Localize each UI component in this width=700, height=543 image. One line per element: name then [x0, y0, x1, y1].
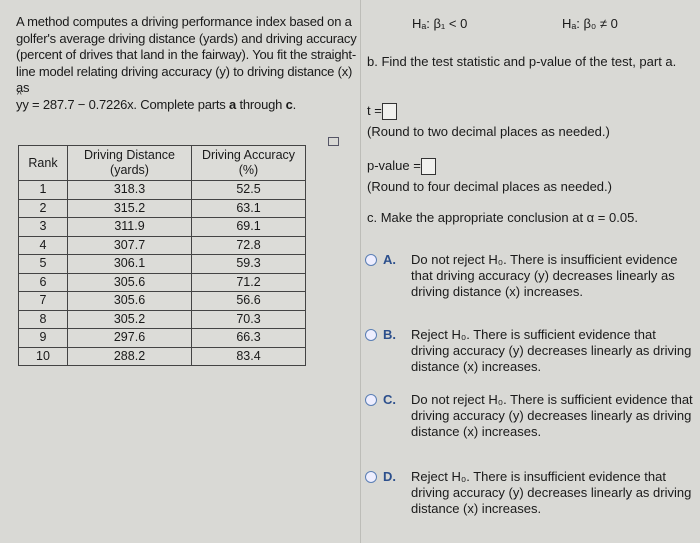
table-cell: 306.1 [67, 254, 192, 274]
table-cell: 305.2 [67, 309, 192, 329]
radio-button[interactable] [365, 394, 377, 406]
data-table: Rank Driving Distance (yards) Driving Ac… [18, 145, 306, 366]
radio-button[interactable] [365, 471, 377, 483]
table-row: 4 307.7 72.8 [18, 235, 306, 255]
table-cell: 288.2 [67, 346, 192, 366]
part-c-prompt: c. Make the appropriate conclusion at α … [367, 210, 638, 225]
table-cell: 66.3 [191, 328, 306, 348]
regression-equation: y = 287.7 − 0.7226x. Complete parts [22, 96, 230, 112]
table-row: 1 318.3 52.5 [18, 180, 306, 200]
table-cell: 305.6 [67, 272, 192, 292]
radio-button[interactable] [365, 329, 377, 341]
radio-button[interactable] [365, 254, 377, 266]
copy-table-icon[interactable] [328, 137, 339, 146]
table-cell: 70.3 [191, 309, 306, 329]
table-row: 10 288.2 83.4 [18, 346, 306, 366]
period: . [292, 96, 297, 112]
table-cell: 9 [18, 328, 68, 348]
option-letter: B. [383, 327, 396, 342]
table-cell: 1 [18, 180, 68, 200]
table-cell: 297.6 [67, 328, 192, 348]
table-cell: 83.4 [191, 346, 306, 366]
table-row: 8 305.2 70.3 [18, 309, 306, 329]
table-cell: 307.7 [67, 235, 192, 255]
table-cell: 69.1 [191, 217, 306, 237]
table-cell: 3 [18, 217, 68, 237]
table-cell: 311.9 [67, 217, 192, 237]
table-cell: 71.2 [191, 272, 306, 292]
part-a-ref: a [229, 96, 237, 112]
option-letter: D. [383, 469, 396, 484]
table-cell: 305.6 [67, 291, 192, 311]
table-cell: 318.3 [67, 180, 192, 200]
question-pane: A method computes a driving performance … [0, 0, 361, 543]
header-distance: Driving Distance (yards) [67, 145, 192, 181]
option-text: Do not reject H₀. There is insufficient … [411, 252, 678, 299]
t-input[interactable] [381, 103, 397, 121]
option-text: Do not reject H₀. There is sufficient ev… [411, 392, 693, 439]
problem-statement: A method computes a driving performance … [16, 14, 361, 113]
table-cell: 2 [18, 198, 68, 218]
intro-text: A method computes a driving performance … [16, 14, 357, 95]
option-letter: A. [383, 252, 396, 267]
table-cell: 59.3 [191, 254, 306, 274]
part-b-prompt: b. Find the test statistic and p-value o… [367, 54, 677, 69]
table-cell: 7 [18, 291, 68, 311]
t-label: t = [367, 103, 382, 118]
table-row: 3 311.9 69.1 [18, 217, 306, 237]
t-note: (Round to two decimal places as needed.) [367, 124, 610, 139]
p-label: p-value = [367, 158, 421, 173]
t-row: t = [367, 103, 397, 121]
option-c[interactable]: C. Do not reject H₀. There is sufficient … [365, 392, 695, 440]
header-rank: Rank [18, 145, 68, 181]
header-accuracy: Driving Accuracy (%) [191, 145, 306, 181]
table-cell: 72.8 [191, 235, 306, 255]
table-cell: 63.1 [191, 198, 306, 218]
p-row: p-value = [367, 158, 436, 176]
table-row: 6 305.6 71.2 [18, 272, 306, 292]
option-b[interactable]: B. Reject H₀. There is sufficient evidenc… [365, 327, 695, 375]
option-text: Reject H₀. There is insufficient evidenc… [411, 469, 692, 516]
option-a[interactable]: A. Do not reject H₀. There is insufficien… [365, 252, 695, 300]
table-cell: 10 [18, 346, 68, 366]
table-row: 2 315.2 63.1 [18, 198, 306, 218]
table-cell: 56.6 [191, 291, 306, 311]
hypothesis-2: Hₐ: β₀ ≠ 0 [562, 16, 618, 31]
p-note: (Round to four decimal places as needed.… [367, 179, 612, 194]
hypothesis-1: Hₐ: β₁ < 0 [412, 16, 468, 31]
table-cell: 6 [18, 272, 68, 292]
table-row: 9 297.6 66.3 [18, 328, 306, 348]
through-text: through [236, 96, 286, 112]
table-cell: 5 [18, 254, 68, 274]
table-row: 5 306.1 59.3 [18, 254, 306, 274]
table-cell: 4 [18, 235, 68, 255]
option-text: Reject H₀. There is sufficient evidence … [411, 327, 692, 374]
table-row: 7 305.6 56.6 [18, 291, 306, 311]
p-value-input[interactable] [420, 158, 436, 176]
table-cell: 52.5 [191, 180, 306, 200]
part-c-ref: c [285, 96, 293, 112]
y-hat: y [16, 88, 23, 114]
option-d[interactable]: D. Reject H₀. There is insufficient evide… [365, 469, 695, 517]
table-cell: 315.2 [67, 198, 192, 218]
option-letter: C. [383, 392, 396, 407]
table-cell: 8 [18, 309, 68, 329]
